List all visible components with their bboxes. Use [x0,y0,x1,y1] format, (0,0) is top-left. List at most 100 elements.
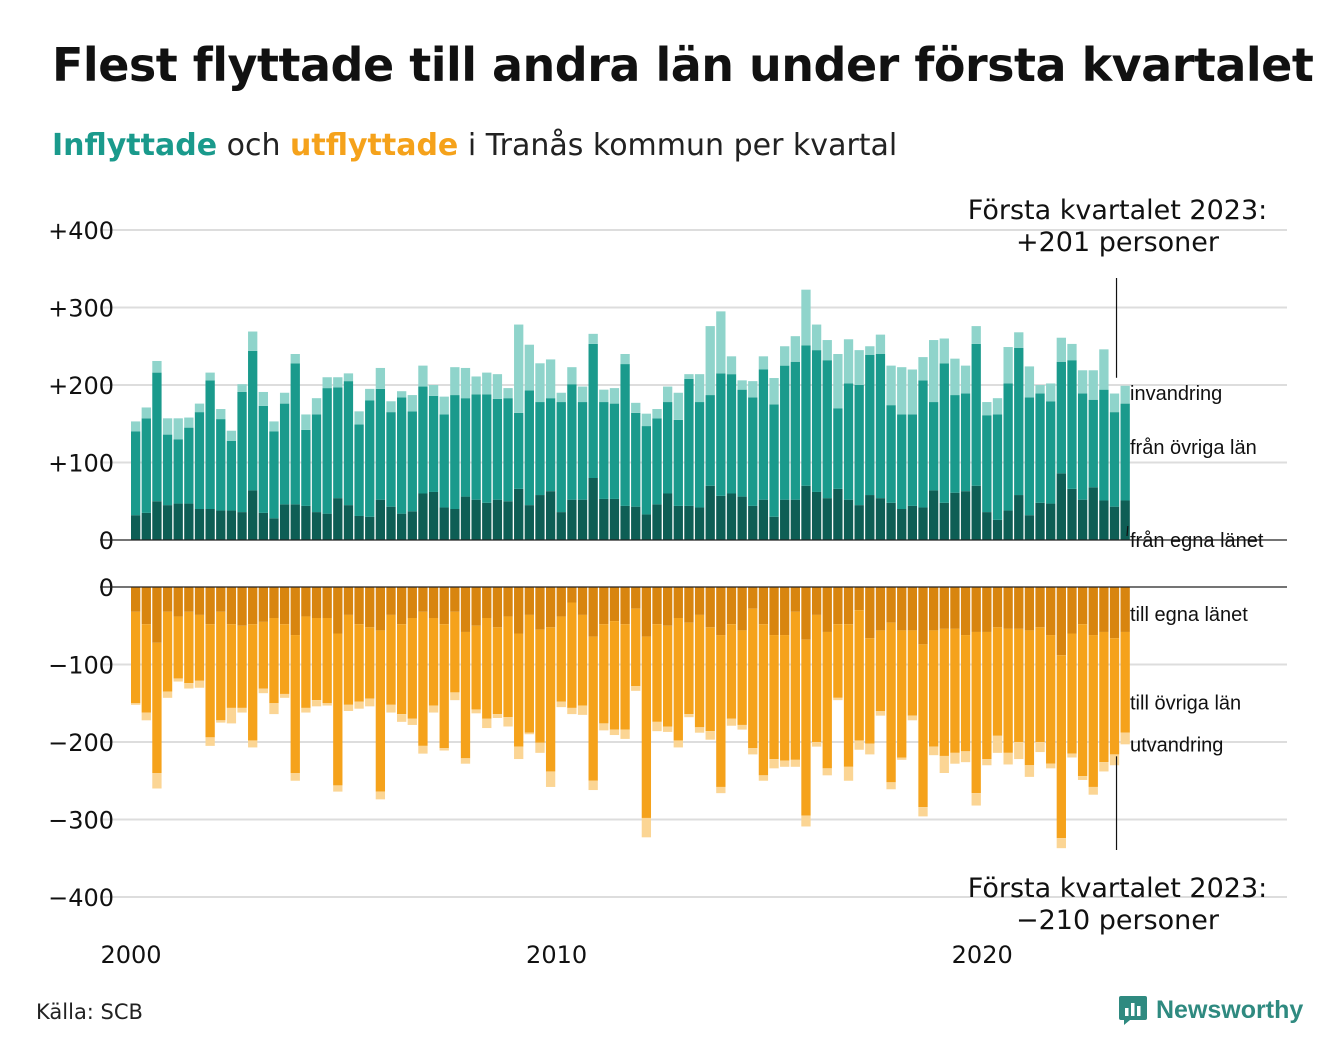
bar-segment-in-immigration [407,395,417,412]
bar-segment-in-immigration [875,334,886,354]
bar-segment-in-other [524,390,534,506]
bar-segment-out-emigration [428,705,439,713]
bar-segment-in-other [1077,393,1088,500]
bar-segment-out-emigration [875,711,886,716]
bar-segment-in-local [439,507,449,540]
bar-segment-in-local [620,505,630,540]
bar-segment-out-other [748,608,758,749]
bar-segment-in-other [748,397,758,506]
bar-segment-out-emigration [333,785,343,792]
bar-segment-in-immigration [439,396,449,415]
bar-segment-out-local [216,587,226,612]
bar-segment-out-emigration [407,718,417,725]
bar-segment-in-other [503,398,513,502]
bar-segment-out-emigration [450,692,460,701]
bar-segment-in-other [1046,401,1056,504]
bar-segment-out-local [333,587,343,634]
series-label-bottom: till egna länet [1130,604,1248,626]
newsworthy-logo[interactable]: Newsworthy [1118,994,1303,1026]
bar-segment-in-local [1067,488,1077,540]
bar-segment-in-local [716,495,726,540]
bar-segment-in-local [237,512,247,540]
bar-segment-out-local [141,587,151,625]
bar-segment-in-immigration [216,409,226,420]
bar-segment-in-local [929,490,939,540]
bar-segment-out-other [790,611,800,760]
bar-segment-in-immigration [482,372,492,395]
bar-segment-in-local [1099,500,1109,540]
bar-segment-out-emigration [673,740,683,748]
bar-segment-out-local [822,587,832,632]
bar-segment-in-immigration [152,360,162,373]
bar-segment-out-emigration [460,758,471,764]
bar-segment-in-local [407,511,417,540]
bar-segment-in-local [918,507,928,540]
bar-segment-in-immigration [748,381,758,398]
bar-segment-out-local [620,587,630,625]
bar-segment-out-other [865,638,875,744]
bar-segment-out-other [567,602,577,708]
bar-segment-in-immigration [992,398,1003,415]
bar-segment-in-local [216,510,226,540]
bar-segment-out-local [897,587,907,631]
bar-segment-in-other [843,383,854,500]
bar-segment-in-immigration [237,384,247,392]
bar-segment-in-local [333,498,343,540]
bar-segment-in-local [992,519,1003,540]
subtitle-inflow-word: Inflyttade [52,128,218,163]
bar-segment-in-other [684,378,694,506]
bar-segment-out-emigration [843,766,854,781]
bar-segment-out-emigration [439,748,449,751]
bar-segment-in-local [694,507,705,540]
bar-segment-in-local [843,499,854,540]
bar-segment-in-local [1035,502,1045,540]
bar-segment-out-other [333,633,343,786]
bar-segment-out-emigration [652,721,662,732]
bar-segment-out-emigration [886,782,896,790]
bar-segment-out-local [1077,587,1088,625]
bar-segment-out-emigration [1056,838,1066,849]
bar-segment-out-emigration [237,707,247,713]
bar-segment-in-immigration [1024,366,1035,398]
bar-segment-in-immigration [960,365,971,394]
bar-segment-in-other [950,395,960,493]
bar-segment-out-emigration [769,759,779,769]
bar-segment-in-other [482,394,492,503]
bar-segment-out-local [152,587,162,643]
bar-segment-in-immigration [641,413,652,427]
bar-segment-out-emigration [801,815,811,827]
bar-segment-out-local [599,587,609,625]
bar-segment-in-other [545,398,556,492]
bar-segment-in-immigration [450,367,460,396]
bar-segment-in-local [822,498,832,540]
bar-segment-out-local [482,587,492,618]
bar-segment-in-immigration [811,324,822,351]
bar-segment-in-other [1099,389,1109,501]
bar-segment-out-local [407,587,417,618]
bar-segment-in-local [460,496,471,540]
y-tick-label: −100 [48,652,114,680]
bar-segment-in-local [663,493,673,540]
bar-segment-out-local [131,587,141,612]
bar-segment-out-other [1014,628,1024,742]
bar-segment-in-local [1014,495,1024,540]
bar-segment-in-other [833,408,843,489]
bar-segment-in-other [269,431,279,519]
bar-segment-in-immigration [460,367,471,399]
bar-segment-in-other [386,412,396,507]
bar-segment-out-other [960,635,971,752]
bar-segment-out-other [1077,624,1088,777]
bar-segment-out-other [226,624,237,708]
bar-segment-in-immigration [1046,383,1056,402]
bar-segment-out-emigration [141,712,151,721]
bar-segment-out-other [460,631,471,759]
bar-segment-in-local [279,504,290,540]
bar-segment-out-local [609,587,620,622]
bar-segment-out-local [514,587,524,634]
bar-segment-out-emigration [577,705,588,715]
bar-segment-out-local [450,587,460,612]
bar-segment-out-local [184,587,194,612]
annotation-top: Första kvartalet 2023: +201 personer [960,195,1275,259]
bar-segment-in-other [301,429,311,506]
y-tick-label: −400 [48,884,114,912]
